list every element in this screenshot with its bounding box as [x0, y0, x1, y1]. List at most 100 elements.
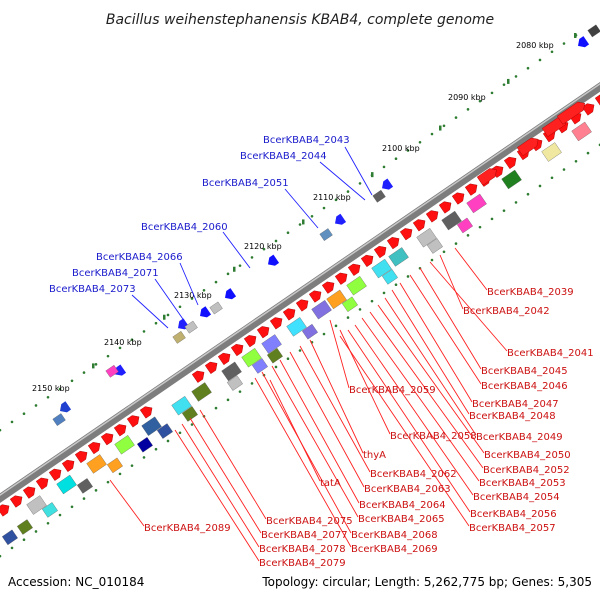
red-leader-line	[299, 345, 371, 473]
genome-summary-text: Topology: circular; Length: 5,262,775 bp…	[261, 575, 592, 589]
scale-label-2090: 2090 kbp	[448, 93, 486, 102]
track-dot	[406, 275, 410, 278]
track-dot	[298, 349, 302, 352]
reverse-strand-labels: BcerKBAB4_2043 BcerKBAB4_2044 BcerKBAB4_…	[49, 135, 350, 295]
red-leader-line	[189, 417, 262, 534]
gene-label-2060[interactable]: BcerKBAB4_2060	[141, 222, 228, 233]
gene-label-2064[interactable]: BcerKBAB4_2064	[359, 500, 446, 511]
feature-block	[56, 474, 77, 495]
track-dot	[550, 176, 554, 180]
forward-gene-shape	[22, 486, 36, 499]
feature-block-shape	[106, 457, 123, 474]
gene-label-2069[interactable]: BcerKBAB4_2069	[351, 544, 438, 555]
gene-label-2059[interactable]: BcerKBAB4_2059	[349, 385, 436, 396]
feature-block	[251, 358, 268, 374]
track-dot	[406, 149, 410, 152]
red-leader-line	[347, 329, 471, 513]
gene-label-2048[interactable]: BcerKBAB4_2048	[469, 411, 556, 422]
gene-label-2039[interactable]: BcerKBAB4_2039	[487, 287, 574, 298]
feature-block	[76, 478, 93, 494]
gene-label-2078[interactable]: BcerKBAB4_2078	[259, 544, 346, 555]
feature-block-shape	[221, 361, 242, 382]
gene-label-2049[interactable]: BcerKBAB4_2049	[476, 432, 563, 443]
gene-label-2077[interactable]: BcerKBAB4_2077	[261, 530, 348, 541]
forward-gene-shape	[243, 335, 257, 348]
gene-label-2066[interactable]: BcerKBAB4_2066	[96, 252, 183, 263]
forward-gene-shape	[230, 344, 244, 357]
feature-block	[226, 375, 243, 391]
feature-block	[171, 395, 192, 416]
gene-label-2056[interactable]: BcerKBAB4_2056	[470, 509, 557, 520]
track-dot	[142, 456, 146, 459]
forward-gene-arrow	[373, 245, 387, 259]
forward-gene-arrow	[139, 406, 153, 419]
gene-label-2089[interactable]: BcerKBAB4_2089	[144, 523, 231, 534]
track-dot	[0, 428, 2, 432]
forward-gene-shape	[61, 459, 75, 472]
gene-label-2057[interactable]: BcerKBAB4_2057	[469, 523, 556, 534]
gene-label-2052[interactable]: BcerKBAB4_2052	[483, 465, 570, 476]
track-dot	[334, 324, 338, 328]
red-leader-line	[384, 297, 477, 436]
forward-gene-shape	[412, 219, 426, 232]
scale-tick-mark	[163, 314, 166, 320]
track-dot	[358, 308, 362, 311]
feature-block	[571, 121, 592, 142]
gene-label-2073[interactable]: BcerKBAB4_2073	[49, 284, 136, 295]
feature-block-shape	[381, 269, 398, 285]
track-dot	[382, 165, 386, 169]
gene-label-2051[interactable]: BcerKBAB4_2051	[202, 178, 289, 189]
forward-gene-arrow	[334, 272, 348, 285]
gene-label-2058[interactable]: BcerKBAB4_2058	[390, 431, 477, 442]
forward-gene-shape	[139, 406, 153, 419]
feature-block-shape	[426, 238, 443, 254]
feature-block	[286, 317, 307, 337]
gene-label-2053[interactable]: BcerKBAB4_2053	[479, 478, 566, 489]
feature-block	[141, 416, 162, 436]
forward-gene-shape	[113, 424, 127, 437]
track-dot	[34, 530, 38, 533]
forward-gene-arrow	[412, 219, 426, 232]
forward-gene-shape	[451, 192, 465, 205]
gene-label-2041[interactable]: BcerKBAB4_2041	[507, 348, 594, 359]
gene-label-2079[interactable]: BcerKBAB4_2079	[259, 558, 346, 569]
gene-label-2047[interactable]: BcerKBAB4_2047	[472, 399, 559, 410]
gene-label-thyA[interactable]: thyA	[363, 450, 386, 461]
track-dot	[322, 332, 326, 336]
forward-gene-arrow	[48, 468, 62, 481]
scale-tick-mark	[371, 172, 374, 178]
red-leader-line	[391, 289, 470, 415]
feature-block	[319, 228, 333, 241]
forward-gene-arrow	[217, 352, 231, 366]
gene-label-2062[interactable]: BcerKBAB4_2062	[370, 469, 457, 480]
feature-block-shape	[441, 210, 462, 231]
feature-block-shape	[1, 529, 18, 546]
feature-block	[466, 193, 487, 214]
gene-label-2046[interactable]: BcerKBAB4_2046	[481, 381, 568, 392]
gene-label-2071[interactable]: BcerKBAB4_2071	[72, 268, 159, 279]
scale-label-2100: 2100 kbp	[382, 144, 420, 153]
scale-label-2120: 2120 kbp	[244, 242, 282, 251]
forward-gene-shape	[256, 326, 270, 339]
track-dot	[142, 330, 146, 333]
gene-label-tatA[interactable]: tatA	[320, 478, 341, 489]
gene-label-2050[interactable]: BcerKBAB4_2050	[484, 450, 571, 461]
track-dot	[202, 289, 206, 292]
red-leader-line	[354, 324, 474, 496]
gene-label-2063[interactable]: BcerKBAB4_2063	[364, 484, 451, 495]
forward-gene-arrow	[451, 192, 465, 205]
forward-gene-arrow	[399, 228, 413, 241]
gene-label-2065[interactable]: BcerKBAB4_2065	[358, 514, 445, 525]
track-dot	[370, 299, 374, 303]
gene-label-2042[interactable]: BcerKBAB4_2042	[463, 306, 550, 317]
gene-label-2044[interactable]: BcerKBAB4_2044	[240, 151, 327, 162]
gene-label-2075[interactable]: BcerKBAB4_2075	[266, 516, 353, 527]
gene-label-2054[interactable]: BcerKBAB4_2054	[473, 492, 560, 503]
gene-label-2045[interactable]: BcerKBAB4_2045	[481, 366, 568, 377]
gene-label-2068[interactable]: BcerKBAB4_2068	[351, 530, 438, 541]
feature-block	[105, 364, 119, 378]
track-dot	[478, 99, 482, 103]
feature-block	[41, 502, 58, 518]
gene-label-2043[interactable]: BcerKBAB4_2043	[263, 135, 350, 146]
